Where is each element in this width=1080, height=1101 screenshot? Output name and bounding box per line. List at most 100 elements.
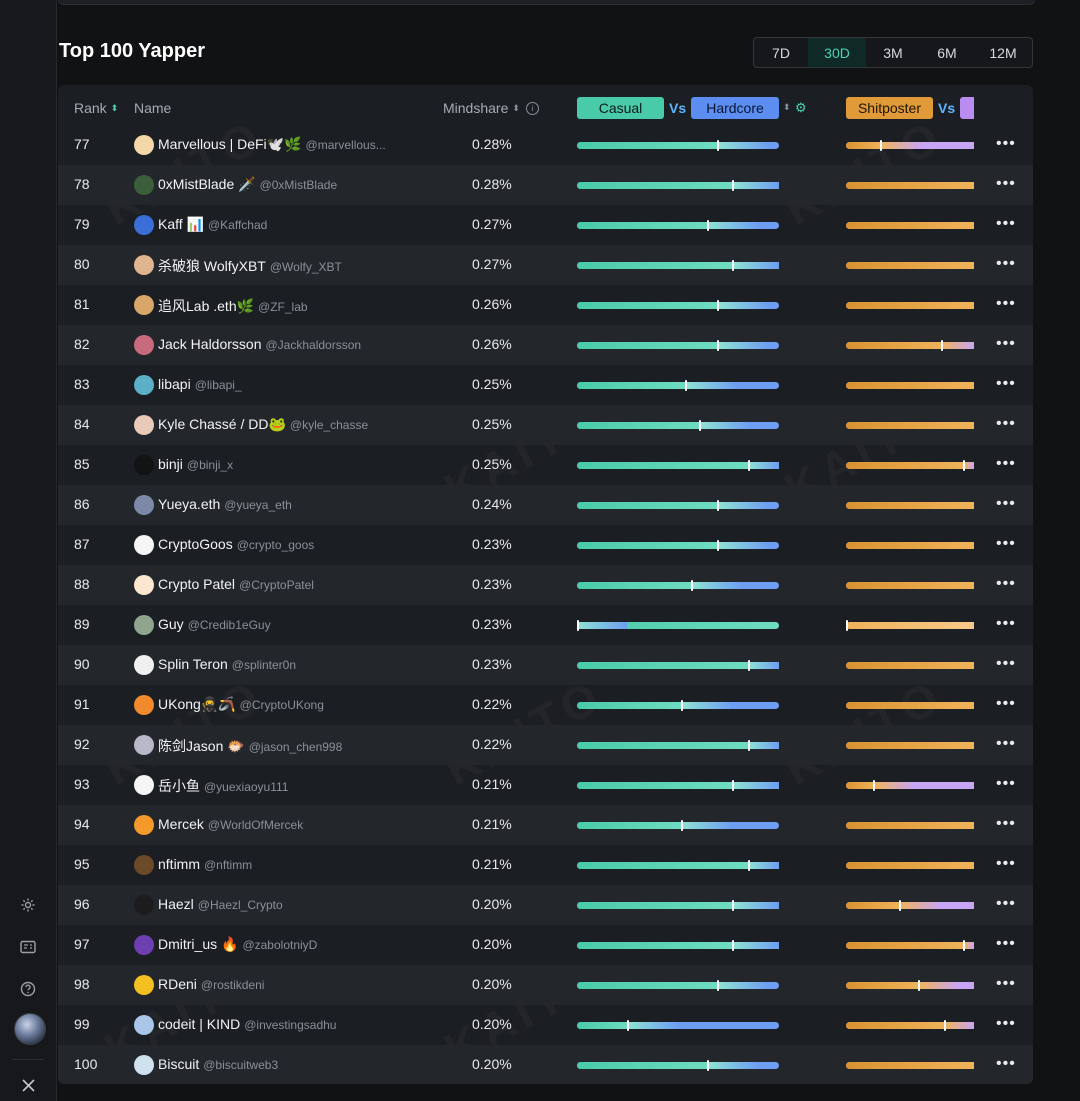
more-options-icon[interactable]: ••• xyxy=(996,415,1016,432)
handle[interactable]: @biscuitweb3 xyxy=(203,1058,279,1072)
avatar[interactable] xyxy=(134,735,154,755)
more-options-icon[interactable]: ••• xyxy=(996,535,1016,552)
display-name[interactable]: Yueya.eth xyxy=(158,496,221,512)
casual-chip[interactable]: Casual xyxy=(577,97,664,119)
handle[interactable]: @CryptoUKong xyxy=(239,698,324,712)
name-cell[interactable]: 0xMistBlade 🗡️ @0xMistBlade xyxy=(158,176,337,193)
table-row[interactable]: 93 岳小鱼 @yuexiaoyu111 0.21% ••• xyxy=(58,765,1033,805)
display-name[interactable]: Marvellous | DeFi🕊️🌿 xyxy=(158,136,302,152)
help-icon[interactable] xyxy=(16,977,40,1001)
display-name[interactable]: Crypto Patel xyxy=(158,576,236,592)
period-12m[interactable]: 12M xyxy=(989,44,1017,61)
x-logo-icon[interactable] xyxy=(16,1073,40,1097)
table-row[interactable]: 97 Dmitri_us 🔥 @zabolotniyD 0.20% ••• xyxy=(58,925,1033,965)
name-cell[interactable]: UKong🥷🪃 @CryptoUKong xyxy=(158,696,324,713)
handle[interactable]: @yuexiaoyu111 xyxy=(204,780,289,794)
table-row[interactable]: 91 UKong🥷🪃 @CryptoUKong 0.22% ••• xyxy=(58,685,1033,725)
shitposter-opponent-chip[interactable] xyxy=(960,97,974,119)
more-options-icon[interactable]: ••• xyxy=(996,175,1016,192)
display-name[interactable]: Jack Haldorsson xyxy=(158,336,262,352)
display-name[interactable]: UKong🥷🪃 xyxy=(158,696,236,712)
more-options-icon[interactable]: ••• xyxy=(996,935,1016,952)
avatar[interactable] xyxy=(134,935,154,955)
more-options-icon[interactable]: ••• xyxy=(996,775,1016,792)
table-row[interactable]: 98 RDeni @rostikdeni 0.20% ••• xyxy=(58,965,1033,1005)
handle[interactable]: @binji_x xyxy=(186,458,234,472)
name-cell[interactable]: 岳小鱼 @yuexiaoyu111 xyxy=(158,776,288,796)
info-icon[interactable]: i xyxy=(525,101,539,115)
avatar[interactable] xyxy=(134,535,154,555)
table-row[interactable]: 99 codeit | KIND @investingsadhu 0.20% ••• xyxy=(58,1005,1033,1045)
display-name[interactable]: Kaff 📊 xyxy=(158,216,204,232)
display-name[interactable]: Mercek xyxy=(158,816,204,832)
handle[interactable]: @CryptoPatel xyxy=(239,578,314,592)
handle[interactable]: @0xMistBlade xyxy=(259,178,338,192)
name-cell[interactable]: Haezl @Haezl_Crypto xyxy=(158,896,283,912)
handle[interactable]: @Kaffchad xyxy=(207,218,268,232)
gear-icon[interactable] xyxy=(16,893,40,917)
handle[interactable]: @Credib1eGuy xyxy=(187,618,271,632)
avatar[interactable] xyxy=(134,1015,154,1035)
more-options-icon[interactable]: ••• xyxy=(996,735,1016,752)
mindshare-header[interactable]: Mindshare ⬍ i xyxy=(443,100,539,116)
handle[interactable]: @Haezl_Crypto xyxy=(197,898,283,912)
avatar[interactable] xyxy=(134,175,154,195)
avatar[interactable] xyxy=(134,775,154,795)
display-name[interactable]: nftimm xyxy=(158,856,200,872)
more-options-icon[interactable]: ••• xyxy=(996,895,1016,912)
sort-icon[interactable]: ⬍ xyxy=(512,102,520,113)
handle[interactable]: @Jackhaldorsson xyxy=(265,338,362,352)
display-name[interactable]: binji xyxy=(158,456,183,472)
handle[interactable]: @Wolfy_XBT xyxy=(269,260,342,274)
shitposter-chip[interactable]: Shitposter xyxy=(846,97,933,119)
table-row[interactable]: 81 追风Lab .eth🌿 @ZF_lab 0.26% ••• xyxy=(58,285,1033,325)
handle[interactable]: @zabolotniyD xyxy=(242,938,318,952)
handle[interactable]: @nftimm xyxy=(204,858,253,872)
more-options-icon[interactable]: ••• xyxy=(996,815,1016,832)
name-cell[interactable]: 追风Lab .eth🌿 @ZF_lab xyxy=(158,296,308,316)
sort-icon[interactable]: ⬍ xyxy=(110,102,119,113)
rank-header[interactable]: Rank ⬍ xyxy=(74,100,118,116)
more-options-icon[interactable]: ••• xyxy=(996,335,1016,352)
table-row[interactable]: 100 Biscuit @biscuitweb3 0.20% ••• xyxy=(58,1045,1033,1084)
display-name[interactable]: Haezl xyxy=(158,896,194,912)
avatar[interactable] xyxy=(134,895,154,915)
avatar[interactable] xyxy=(134,695,154,715)
name-cell[interactable]: Splin Teron @splinter0n xyxy=(158,656,296,672)
display-name[interactable]: 杀破狼 WolfyXBT xyxy=(158,258,266,274)
name-cell[interactable]: Guy @Credib1eGuy xyxy=(158,616,271,632)
name-cell[interactable]: Mercek @WorldOfMercek xyxy=(158,816,303,832)
more-options-icon[interactable]: ••• xyxy=(996,375,1016,392)
more-options-icon[interactable]: ••• xyxy=(996,135,1016,152)
name-cell[interactable]: Crypto Patel @CryptoPatel xyxy=(158,576,314,592)
table-row[interactable]: 82 Jack Haldorsson @Jackhaldorsson 0.26% ••• xyxy=(58,325,1033,365)
handle[interactable]: @jason_chen998 xyxy=(248,740,343,754)
table-row[interactable]: 90 Splin Teron @splinter0n 0.23% ••• xyxy=(58,645,1033,685)
avatar[interactable] xyxy=(134,815,154,835)
display-name[interactable]: Guy xyxy=(158,616,184,632)
name-cell[interactable]: binji @binji_x xyxy=(158,456,233,472)
display-name[interactable]: Kyle Chassé / DD🐸 xyxy=(158,416,286,432)
name-cell[interactable]: Dmitri_us 🔥 @zabolotniyD xyxy=(158,936,317,953)
name-cell[interactable]: 杀破狼 WolfyXBT @Wolfy_XBT xyxy=(158,256,342,276)
handle[interactable]: @splinter0n xyxy=(231,658,297,672)
period-7d[interactable]: 7D xyxy=(772,44,790,61)
name-cell[interactable]: CryptoGoos @crypto_goos xyxy=(158,536,314,552)
table-row[interactable]: 92 陈剑Jason 🐡 @jason_chen998 0.22% ••• xyxy=(58,725,1033,765)
avatar[interactable] xyxy=(134,495,154,515)
avatar[interactable] xyxy=(134,375,154,395)
table-row[interactable]: 96 Haezl @Haezl_Crypto 0.20% ••• xyxy=(58,885,1033,925)
more-options-icon[interactable]: ••• xyxy=(996,255,1016,272)
table-row[interactable]: 89 Guy @Credib1eGuy 0.23% ••• xyxy=(58,605,1033,645)
table-row[interactable]: 80 杀破狼 WolfyXBT @Wolfy_XBT 0.27% ••• xyxy=(58,245,1033,285)
avatar[interactable] xyxy=(134,575,154,595)
handle[interactable]: @yueya_eth xyxy=(224,498,292,512)
avatar[interactable] xyxy=(134,295,154,315)
name-cell[interactable]: Kaff 📊 @Kaffchad xyxy=(158,216,267,233)
display-name[interactable]: 陈剑Jason 🐡 xyxy=(158,738,245,754)
avatar[interactable] xyxy=(134,215,154,235)
name-cell[interactable]: Biscuit @biscuitweb3 xyxy=(158,1056,278,1072)
more-options-icon[interactable]: ••• xyxy=(996,1015,1016,1032)
name-cell[interactable]: Marvellous | DeFi🕊️🌿 @marvellous... xyxy=(158,136,386,153)
avatar[interactable] xyxy=(134,1055,154,1075)
